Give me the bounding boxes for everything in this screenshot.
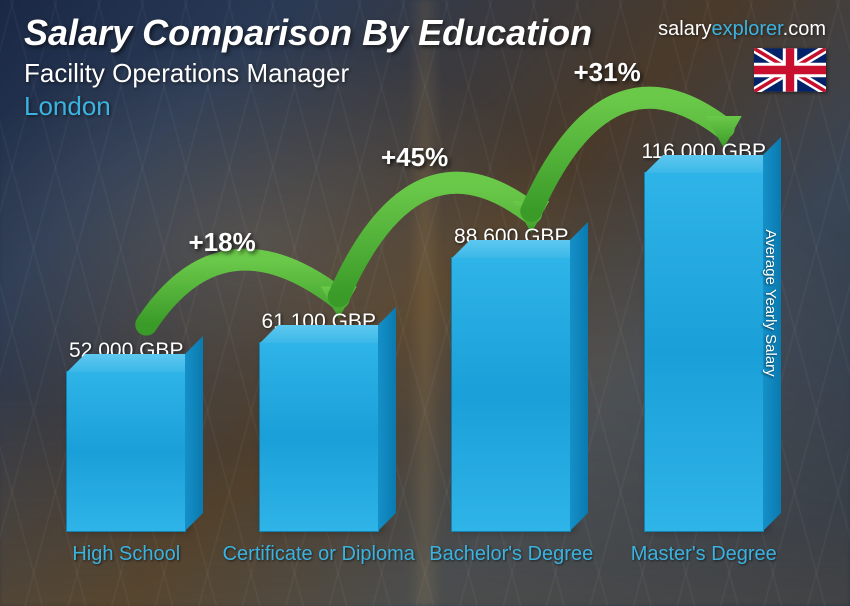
bar-label: Certificate or Diploma — [223, 542, 415, 586]
bar-group: 61,100 GBPCertificate or Diploma — [223, 140, 416, 586]
location: London — [24, 91, 826, 122]
brand-logo: salaryexplorer.com — [658, 18, 826, 41]
arrow-percent-label: +45% — [381, 142, 448, 173]
bar-chart: 52,000 GBPHigh School61,100 GBPCertifica… — [30, 140, 800, 586]
brand-tld: .com — [783, 18, 826, 40]
arrow-percent-label: +18% — [189, 227, 256, 258]
bar — [66, 371, 186, 532]
bar-label: Master's Degree — [631, 542, 777, 586]
bar-group: 88,600 GBPBachelor's Degree — [415, 140, 608, 586]
bar-label: Bachelor's Degree — [429, 542, 593, 586]
yaxis-label: Average Yearly Salary — [762, 229, 779, 376]
bar — [644, 172, 764, 532]
uk-flag-icon — [754, 48, 826, 92]
brand-part2: explorer — [712, 18, 783, 40]
bar-label: High School — [72, 542, 180, 586]
subtitle: Facility Operations Manager — [24, 58, 826, 89]
bar-group: 52,000 GBPHigh School — [30, 140, 223, 586]
bar — [451, 257, 571, 532]
brand-part1: salary — [658, 18, 711, 40]
bar — [259, 342, 379, 532]
